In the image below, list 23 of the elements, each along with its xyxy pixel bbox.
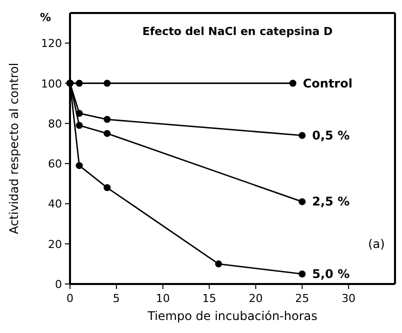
x-tick-label: 20: [248, 292, 263, 305]
y-tick-label: 20: [48, 238, 62, 251]
x-axis-title: Tiempo de incubación-horas: [146, 309, 318, 323]
x-tick-label: 25: [295, 292, 310, 305]
y-tick-label: 60: [48, 158, 62, 171]
x-tick-label: 5: [112, 292, 120, 305]
series-label: 5,0 %: [312, 266, 350, 281]
y-tick-label: 80: [48, 117, 62, 130]
y-tick-label: 40: [48, 198, 62, 211]
x-tick-label: 30: [342, 292, 356, 305]
x-tick-label: 10: [156, 292, 170, 305]
text: %: [40, 11, 52, 24]
y-tick-label: 100: [41, 77, 62, 90]
x-tick-label: 0: [66, 292, 74, 305]
annotation: (a): [368, 236, 385, 251]
text: Efecto del NaCl en catepsina D: [142, 25, 333, 38]
series-label: 0,5 %: [312, 128, 350, 142]
series-label: 2,5 %: [312, 194, 350, 209]
x-tick-label: 15: [202, 292, 216, 305]
y-axis-title: Actividad respecto al control: [7, 62, 21, 234]
y-tick-label: 0: [55, 278, 62, 291]
series-label: Control: [302, 76, 352, 90]
y-tick-label: 120: [41, 37, 62, 50]
